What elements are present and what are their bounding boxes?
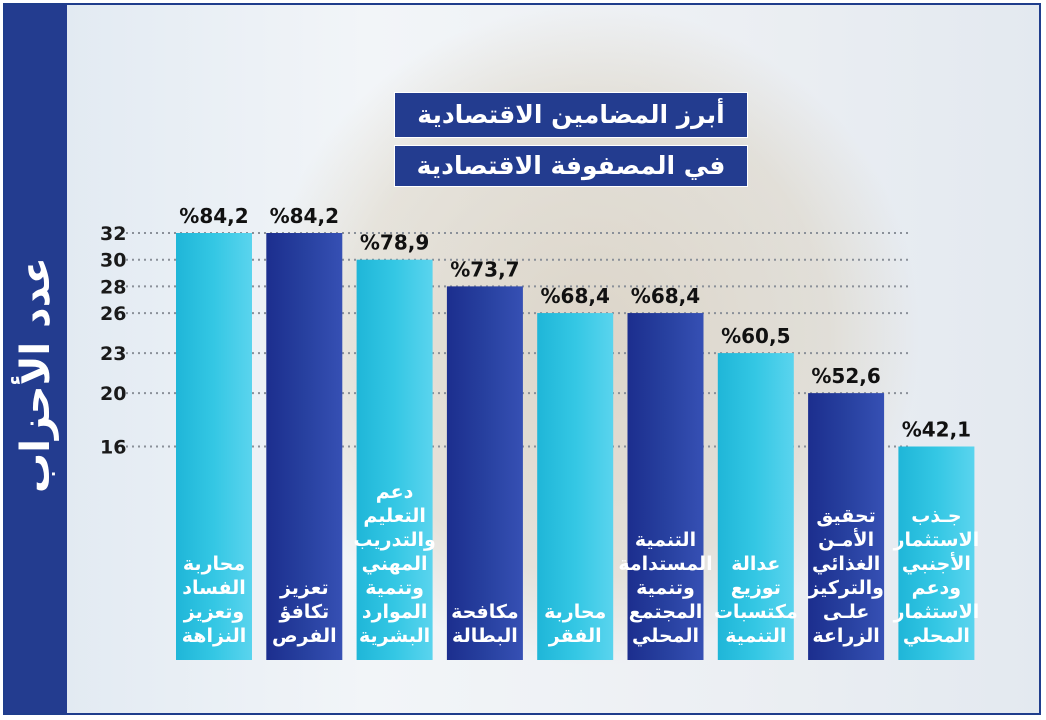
bar-category-label-line: الفرص xyxy=(272,625,337,647)
bar-category-label-line: عدالة xyxy=(731,553,780,575)
bar xyxy=(627,313,704,660)
bar-percent-label: %60,5 xyxy=(721,324,790,348)
bar-category-label-line: الزراعة xyxy=(812,625,879,647)
bar-category-label: جـذب الاستثمار الأجنبي ودعم الاستثمار المحلي xyxy=(893,505,980,647)
bar-category-label-line: تكافؤ xyxy=(278,601,329,623)
bar-category-label: محاربة الفقر xyxy=(544,601,606,647)
bar-category-label-line: النزاهة xyxy=(182,625,246,647)
bar xyxy=(446,286,523,660)
bar-percent-label: %68,4 xyxy=(631,284,700,308)
y-tick-label: 16 xyxy=(100,437,126,459)
bar-category-label-line: التنمية xyxy=(635,529,696,551)
bar-category-label-line: مكتسبات xyxy=(714,601,798,623)
bar-category-label-line: دعم xyxy=(376,481,414,503)
y-tick-label: 20 xyxy=(100,383,126,405)
bar-category-label-line: الاستثمار xyxy=(893,529,980,551)
y-axis-ticks: 16 20 23 26 28 30 32 xyxy=(100,223,126,459)
bar xyxy=(176,233,252,660)
y-tick-label: 26 xyxy=(100,303,126,325)
bar-category-label-line: تعزيز xyxy=(279,577,329,599)
bar-category-label-line: الفقر xyxy=(548,625,602,647)
bar xyxy=(356,259,433,660)
bar xyxy=(898,446,975,660)
bar-percent-label: %52,6 xyxy=(811,364,880,388)
bar-category-label-line: الأمـن xyxy=(818,528,874,551)
bar-percent-label: %78,9 xyxy=(360,231,429,255)
bar-category-label: تعزيز تكافؤ الفرص xyxy=(272,577,337,647)
bar xyxy=(808,393,885,660)
bar-category-label-line: الاستثمار xyxy=(893,601,980,623)
bar-category-label-line: جـذب xyxy=(911,505,961,527)
bar-percent-label: %68,4 xyxy=(541,284,610,308)
y-tick-label: 30 xyxy=(100,250,126,272)
chart-title-line-1: أبرز المضامين الاقتصادية xyxy=(395,93,747,137)
bar-category-label-line: علـى xyxy=(823,601,869,623)
bar-category-label: تحقيق الأمـن الغذائي والتركيز علـى الزراعة xyxy=(807,505,884,647)
y-tick-label: 32 xyxy=(100,223,126,245)
bars xyxy=(176,233,975,660)
bar-category-label-line: التعليم xyxy=(363,505,426,527)
bar-percent-label: %42,1 xyxy=(902,418,971,442)
bar-category-label: محاربة الفساد وتعزيز النزاهة xyxy=(182,553,246,647)
bar-category-label-line: التنمية xyxy=(725,625,786,647)
bar xyxy=(717,353,794,660)
bar-category-label-line: البطالة xyxy=(452,625,518,647)
bar-percent-label: %84,2 xyxy=(179,204,248,228)
bar-category-label-line: تحقيق xyxy=(816,505,875,527)
bar-category-label-line: مكافحة xyxy=(451,601,519,623)
y-tick-label: 28 xyxy=(100,276,126,298)
bar-category-label-line: وتنمية xyxy=(636,577,695,599)
bar-category-label-line: والتركيز xyxy=(807,577,884,599)
bar-category-label-line: الفساد xyxy=(182,577,246,599)
bar-category-label-line: محاربة xyxy=(183,553,245,575)
bar-category-label-line: المحلي xyxy=(632,625,699,647)
bar-category-label-line: الأجنبي xyxy=(902,552,971,575)
bar-category-label-line: الغذائي xyxy=(812,553,880,575)
bar-category-label-line: المستدامة xyxy=(618,553,712,575)
chart-title-line-2: في المصفوفة الاقتصادية xyxy=(395,146,747,186)
bar-category-label-line: وتعزيز xyxy=(183,601,244,623)
bar-category-label-line: ودعم xyxy=(912,577,961,599)
bar xyxy=(266,233,343,660)
bar-category-label-line: محاربة xyxy=(544,601,606,623)
bar-category-label-line: المهني xyxy=(362,553,428,575)
bar-category-label-line: والتدريب xyxy=(353,529,435,551)
bar-category-label-line: وتنمية xyxy=(365,577,424,599)
bar-category-label-line: البشرية xyxy=(359,625,430,647)
bar-category-label-line: المحلي xyxy=(903,625,970,647)
bar-category-label-line: توزيع xyxy=(731,577,781,599)
bar-category-label-line: المجتمع xyxy=(629,601,703,623)
bar-category-label: التنمية المستدامة وتنمية المجتمع المحلي xyxy=(618,529,712,647)
bar-category-label-line: الموارد xyxy=(362,601,428,623)
bar-percent-label: %84,2 xyxy=(270,204,339,228)
y-axis-band xyxy=(5,5,67,713)
bar-category-label: دعم التعليم والتدريب المهني وتنمية الموارد الب… xyxy=(353,481,435,647)
bar-category-label: عدالة توزيع مكتسبات التنمية xyxy=(714,553,798,647)
bar-percent-label: %73,7 xyxy=(450,257,519,281)
y-tick-label: 23 xyxy=(100,343,126,365)
bar xyxy=(537,313,614,660)
bar-category-label: مكافحة البطالة xyxy=(451,601,519,647)
